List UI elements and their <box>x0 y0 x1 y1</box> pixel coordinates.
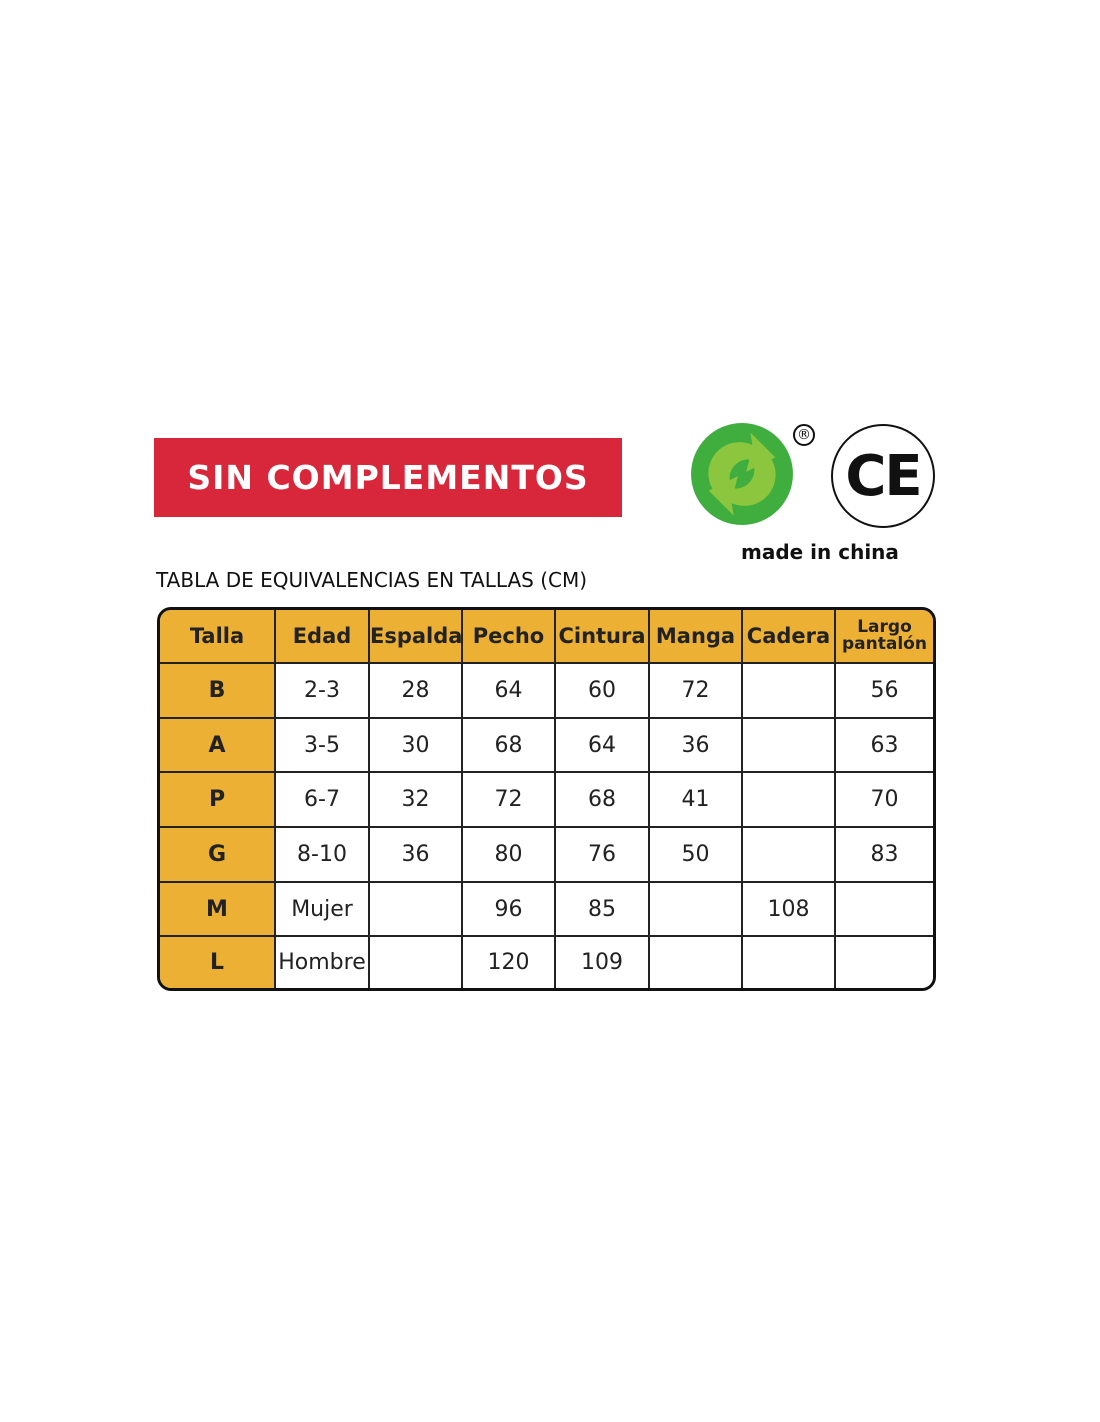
table-cell: 60 <box>556 664 650 719</box>
table-cell: 6-7 <box>276 773 370 829</box>
registered-mark: ® <box>793 424 815 446</box>
table-row: M Mujer 96 85 108 <box>160 882 933 938</box>
table-cell: Mujer <box>276 882 370 938</box>
size-cell: M <box>160 882 276 938</box>
table-cell: 30 <box>370 718 463 774</box>
table-cell <box>370 882 463 938</box>
column-header: Talla <box>160 610 276 664</box>
table-cell: 83 <box>836 828 933 883</box>
size-cell: P <box>160 773 276 829</box>
table-title: TABLA DE EQUIVALENCIAS EN TALLAS (CM) <box>156 568 588 592</box>
table-row: L Hombre 120 109 <box>160 937 933 988</box>
column-header: Cadera <box>743 610 836 664</box>
size-cell: L <box>160 937 276 988</box>
header-row: Talla Edad Espalda Pecho Cintura Manga Cadera L… <box>160 610 933 664</box>
table-cell: 109 <box>556 937 650 988</box>
table-cell <box>370 937 463 988</box>
table-row: P 6-7 32 72 68 41 70 <box>160 773 933 829</box>
table-row: A 3-5 30 68 64 36 63 <box>160 718 933 774</box>
table-cell: 36 <box>370 828 463 883</box>
table-cell: 50 <box>650 828 743 883</box>
table-cell: 85 <box>556 882 650 938</box>
table-cell: 63 <box>836 718 933 774</box>
table-cell: 76 <box>556 828 650 883</box>
table-cell: 72 <box>650 664 743 719</box>
table-cell: 8-10 <box>276 828 370 883</box>
table-cell: 56 <box>836 664 933 719</box>
column-header: Cintura <box>556 610 650 664</box>
table-cell: 32 <box>370 773 463 829</box>
table-cell <box>836 937 933 988</box>
table-cell <box>743 664 836 719</box>
table-cell: 68 <box>556 773 650 829</box>
table-cell <box>836 882 933 938</box>
banner: SIN COMPLEMENTOS <box>154 438 622 517</box>
ce-mark: CE <box>831 424 935 528</box>
size-table: Talla Edad Espalda Pecho Cintura Manga Cadera L… <box>157 607 936 991</box>
table-cell: 2-3 <box>276 664 370 719</box>
table-cell: 108 <box>743 882 836 938</box>
column-header: Largo pantalón <box>836 610 933 664</box>
table-cell: 120 <box>463 937 556 988</box>
column-header: Espalda <box>370 610 463 664</box>
table-cell: 96 <box>463 882 556 938</box>
column-header: Pecho <box>463 610 556 664</box>
table-row: B 2-3 28 64 60 72 56 <box>160 664 933 719</box>
table-cell: 64 <box>556 718 650 774</box>
table-cell: 70 <box>836 773 933 829</box>
green-dot-recycling-icon <box>691 423 793 525</box>
table-cell: 41 <box>650 773 743 829</box>
table-row: G 8-10 36 80 76 50 83 <box>160 828 933 883</box>
table-cell: 64 <box>463 664 556 719</box>
size-cell: B <box>160 664 276 719</box>
table-cell: 36 <box>650 718 743 774</box>
table-cell <box>650 937 743 988</box>
column-header: Edad <box>276 610 370 664</box>
table-cell: 68 <box>463 718 556 774</box>
table-cell <box>743 718 836 774</box>
table-cell <box>743 828 836 883</box>
table-cell: 80 <box>463 828 556 883</box>
table-cell: Hombre <box>276 937 370 988</box>
table-cell: 28 <box>370 664 463 719</box>
table-cell <box>743 773 836 829</box>
table-cell <box>650 882 743 938</box>
size-cell: G <box>160 828 276 883</box>
size-cell: A <box>160 718 276 774</box>
made-in-label: made in china <box>741 540 899 564</box>
table-cell: 3-5 <box>276 718 370 774</box>
column-header: Manga <box>650 610 743 664</box>
table-cell: 72 <box>463 773 556 829</box>
table-cell <box>743 937 836 988</box>
